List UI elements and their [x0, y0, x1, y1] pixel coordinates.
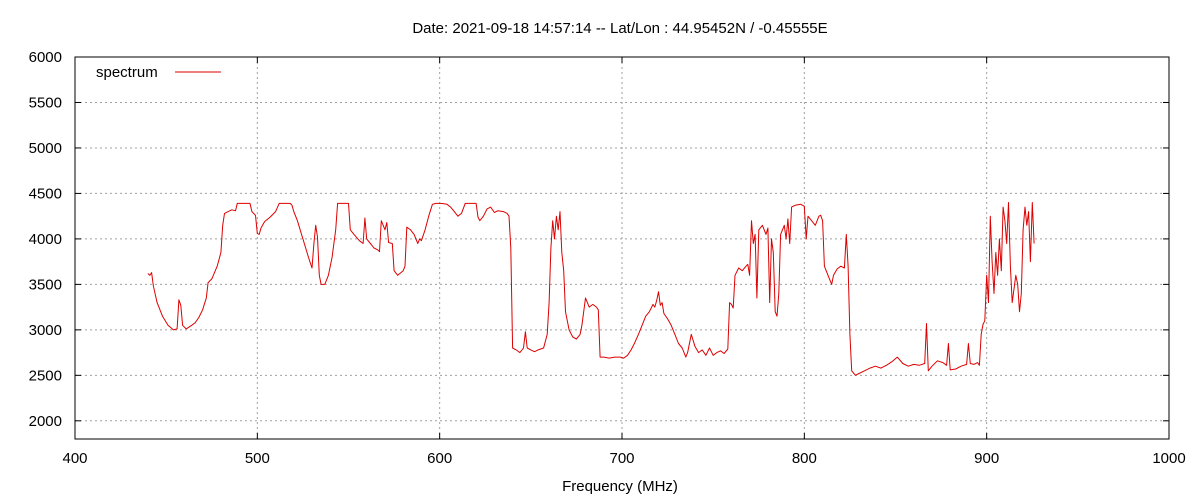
- x-tick-label: 400: [62, 450, 87, 467]
- x-tick-label: 700: [609, 450, 634, 467]
- grid-lines: [75, 57, 1169, 439]
- x-tick-label: 900: [974, 450, 999, 467]
- y-tick-label: 6000: [29, 49, 62, 66]
- chart-title: Date: 2021-09-18 14:57:14 -- Lat/Lon : 4…: [412, 20, 827, 37]
- y-tick-label: 2500: [29, 367, 62, 384]
- legend: spectrum: [96, 64, 221, 81]
- y-tick-label: 2000: [29, 413, 62, 430]
- series-layer: [147, 202, 1035, 376]
- y-tick-label: 3000: [29, 322, 62, 339]
- x-tick-label: 600: [427, 450, 452, 467]
- plot-frame: [74, 56, 1170, 440]
- y-tick-label: 3500: [29, 276, 62, 293]
- legend-label-spectrum: spectrum: [96, 64, 158, 81]
- x-tick-label: 800: [792, 450, 817, 467]
- x-tick-label: 500: [245, 450, 270, 467]
- series-line-spectrum: [147, 202, 1035, 376]
- x-axis-label: Frequency (MHz): [562, 478, 678, 495]
- x-tick-label: 1000: [1152, 450, 1185, 467]
- y-tick-label: 4000: [29, 231, 62, 248]
- y-tick-label: 5500: [29, 94, 62, 111]
- axis-ticks: 400 500 600 700 800 900 1000 2000 2500 3000 3500 40…: [29, 49, 1186, 467]
- y-tick-label: 4500: [29, 185, 62, 202]
- y-tick-label: 5000: [29, 140, 62, 157]
